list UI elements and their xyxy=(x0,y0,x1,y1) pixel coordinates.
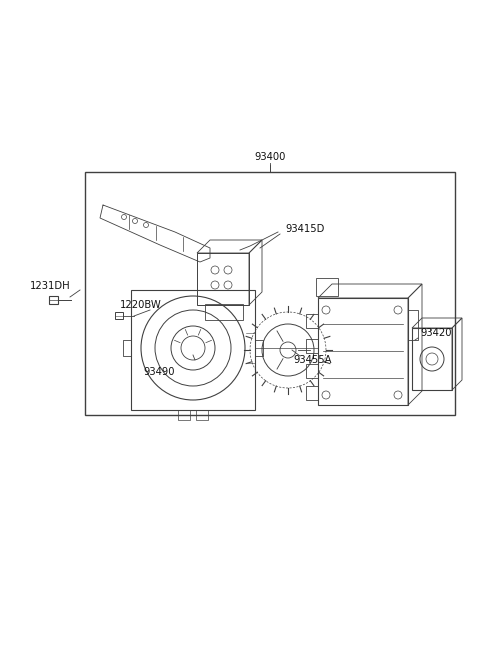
Bar xyxy=(196,410,208,420)
Text: 1220BW: 1220BW xyxy=(120,300,162,310)
Bar xyxy=(306,364,318,378)
Bar xyxy=(205,304,243,320)
Bar xyxy=(306,386,318,400)
Text: 93415D: 93415D xyxy=(285,224,324,234)
Bar xyxy=(408,310,418,340)
Bar xyxy=(178,410,190,420)
Bar xyxy=(306,339,318,353)
Text: 1231DH: 1231DH xyxy=(30,281,71,291)
Bar xyxy=(318,298,408,405)
Text: 93400: 93400 xyxy=(254,152,286,162)
Bar xyxy=(316,278,338,296)
Bar xyxy=(131,290,255,410)
Bar xyxy=(412,328,452,390)
Bar xyxy=(49,296,58,304)
Text: 93420: 93420 xyxy=(420,328,452,338)
Text: 93490: 93490 xyxy=(143,367,175,377)
Bar xyxy=(197,253,249,305)
Text: 93455A: 93455A xyxy=(293,355,332,365)
Bar xyxy=(115,312,123,319)
Bar xyxy=(85,172,455,415)
Bar xyxy=(306,314,318,328)
